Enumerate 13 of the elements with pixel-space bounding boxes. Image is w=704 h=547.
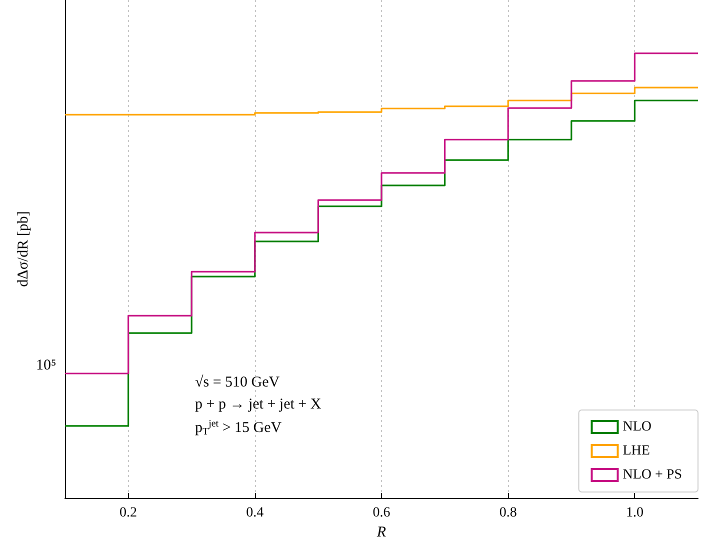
annotation: √s = 510 GeV xyxy=(195,374,280,390)
x-tick-label: 0.6 xyxy=(372,506,390,520)
y-axis-title: dΔσ/dR [pb] xyxy=(16,211,32,287)
legend-label: LHE xyxy=(622,444,650,458)
x-tick-label: 0.8 xyxy=(499,506,517,520)
x-tick-label: 1.0 xyxy=(626,506,644,520)
x-tick-label: 0.2 xyxy=(120,506,138,520)
x-axis-title: R xyxy=(376,524,386,540)
legend-label: NLO xyxy=(622,420,652,434)
text: 10⁵ xyxy=(36,358,56,374)
annotation: p + p → jet + jet + X xyxy=(195,396,322,412)
legend-label: NLO + PS xyxy=(622,468,682,482)
x-tick-label: 0.4 xyxy=(246,506,264,520)
